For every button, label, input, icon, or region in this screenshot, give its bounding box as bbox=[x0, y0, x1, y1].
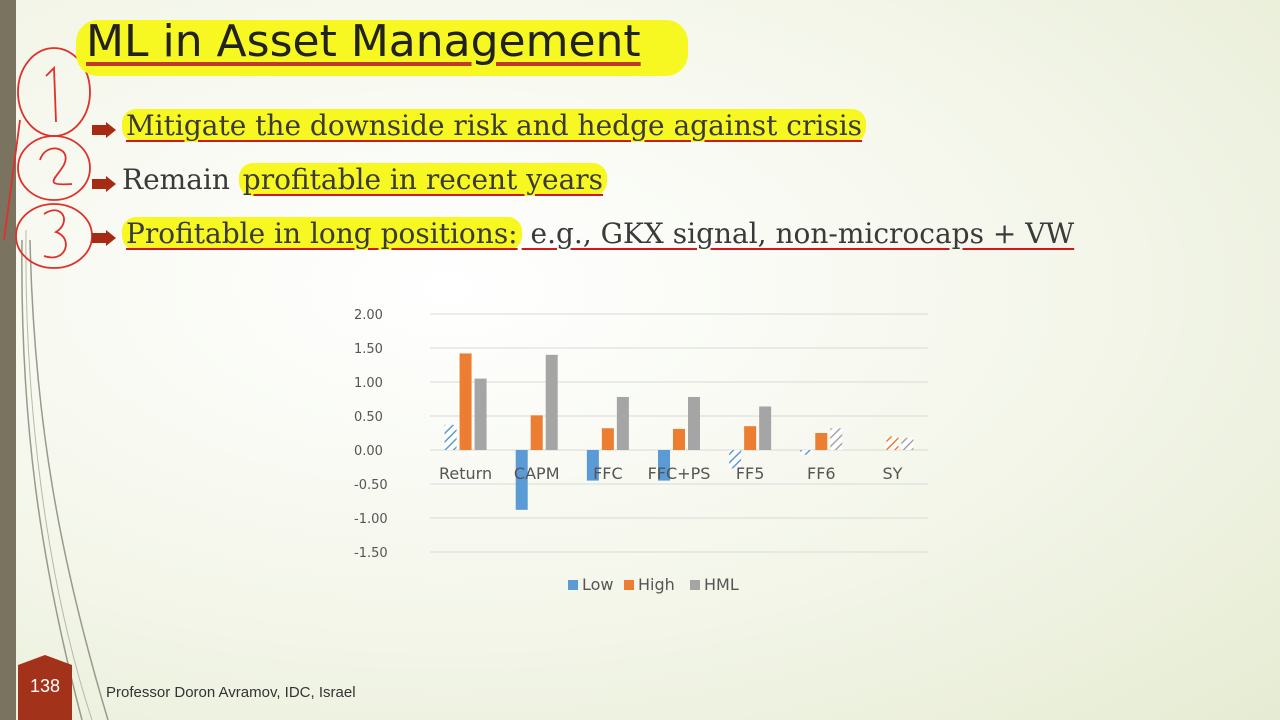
title-highlight bbox=[76, 20, 688, 76]
y-tick-label: 0.00 bbox=[354, 444, 383, 459]
y-tick-label: 1.00 bbox=[354, 376, 383, 391]
bullet-3-highlight: Profitable in long positions: bbox=[122, 217, 522, 250]
legend-swatch-low bbox=[568, 580, 578, 590]
bar-high bbox=[673, 428, 685, 450]
y-tick-label: 1.50 bbox=[354, 342, 383, 357]
bar-hml bbox=[759, 406, 772, 450]
bar-low bbox=[800, 450, 813, 455]
bar-low bbox=[658, 450, 670, 481]
decorative-curves bbox=[21, 229, 109, 720]
arrow-bullet-icon bbox=[92, 230, 116, 246]
legend-label-hml: HML bbox=[704, 575, 739, 594]
bar-low bbox=[586, 450, 599, 481]
bar-hml bbox=[830, 428, 843, 450]
legend-label-high: High bbox=[638, 575, 675, 594]
bar-high bbox=[886, 436, 899, 450]
bullet-2-plain: Remain bbox=[122, 163, 239, 196]
y-tick-label: -1.50 bbox=[354, 546, 388, 561]
bar-low bbox=[729, 450, 742, 469]
y-tick-label: -1.00 bbox=[354, 512, 388, 527]
arrow-bullet-icon bbox=[92, 176, 116, 192]
legend-swatch-hml bbox=[690, 580, 700, 590]
x-category-label: FFC+PS bbox=[648, 464, 711, 483]
bar-chart: 2.00 1.50 1.00 0.50 0.00 -0.50 -1.00 -1.50 Retur… bbox=[354, 308, 928, 594]
y-tick-label: -0.50 bbox=[354, 478, 388, 493]
bar-hml bbox=[901, 437, 914, 450]
x-category-label: FFC bbox=[593, 464, 623, 483]
x-category-label: SY bbox=[882, 464, 902, 483]
bullet-3-rest: e.g., GKX signal, non-microcaps + VW bbox=[521, 217, 1075, 250]
bar-hml bbox=[688, 396, 700, 450]
legend-label-low: Low bbox=[582, 575, 614, 594]
slide-number-badge bbox=[18, 655, 72, 720]
bar-high bbox=[744, 426, 757, 450]
bar-high bbox=[530, 415, 543, 450]
legend-swatch-high bbox=[624, 580, 634, 590]
title-container: ML in Asset Management bbox=[76, 16, 688, 76]
y-tick-label: 0.50 bbox=[354, 410, 383, 425]
bar-low bbox=[515, 450, 528, 510]
slide-number: 138 bbox=[29, 676, 61, 696]
x-category-label: FF6 bbox=[807, 464, 836, 483]
x-category-label: Return bbox=[439, 464, 492, 483]
bar-low bbox=[444, 424, 457, 450]
arrow-bullet-icon bbox=[92, 122, 116, 138]
bar-hml bbox=[474, 378, 487, 450]
slide-title: ML in Asset Management bbox=[86, 16, 641, 67]
x-category-label: FF5 bbox=[736, 464, 765, 483]
bullet-2-highlight: profitable in recent years bbox=[238, 163, 608, 196]
bar-high bbox=[815, 433, 828, 450]
bullet-1-highlight: Mitigate the downside risk and hedge aga… bbox=[122, 109, 867, 142]
bar-hml bbox=[545, 354, 558, 450]
footer-text: Professor Doron Avramov, IDC, Israel bbox=[106, 684, 356, 701]
y-tick-label: 2.00 bbox=[354, 308, 383, 323]
x-category-label: CAPM bbox=[514, 464, 560, 483]
bar-hml bbox=[616, 396, 629, 450]
bar-high bbox=[459, 353, 472, 450]
bar-high bbox=[601, 428, 614, 450]
